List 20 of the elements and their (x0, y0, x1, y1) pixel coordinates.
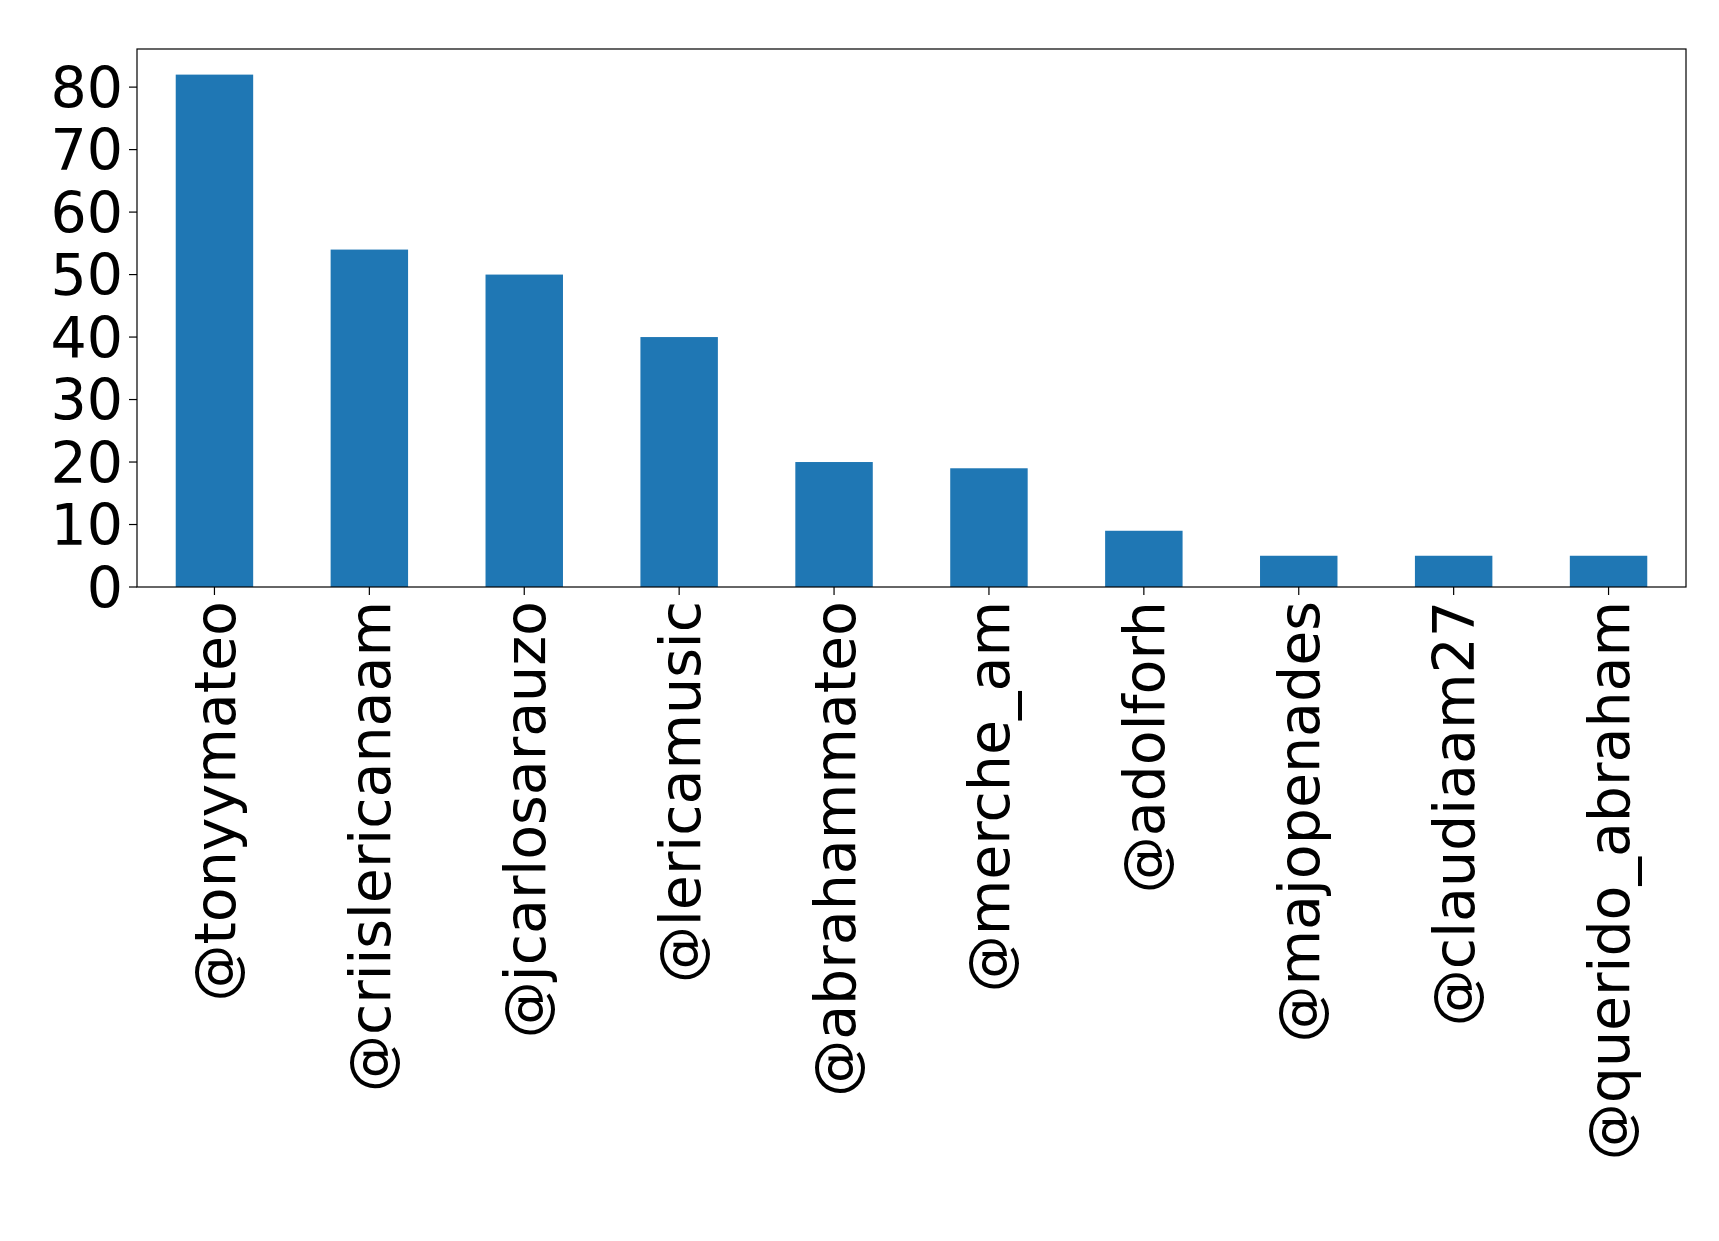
bar (1414, 555, 1493, 587)
bar (485, 274, 563, 587)
bar (330, 249, 409, 587)
x-tick-label: @querido_abraham (1576, 601, 1643, 1161)
x-tick-label: @adolforh (1111, 601, 1178, 894)
bar (1569, 555, 1648, 587)
x-tick-label: @merche_am (956, 601, 1023, 993)
x-tick-label: @jcarlosarauzo (491, 601, 558, 1039)
bar (795, 462, 873, 587)
bar (1260, 555, 1338, 587)
bar (175, 74, 254, 587)
x-tick-label: @abrahammateo (801, 601, 868, 1097)
x-tick-label: @lericamusic (646, 601, 713, 983)
x-tick-label: @majopenades (1266, 601, 1333, 1043)
bar (950, 468, 1028, 587)
x-tick-label: @claudiaam27 (1421, 601, 1488, 1027)
x-tick-label: @criislericanaam (336, 601, 403, 1093)
bar (640, 337, 718, 587)
x-tick-label: @tonyymateo (181, 601, 248, 1002)
bar (1105, 530, 1183, 587)
